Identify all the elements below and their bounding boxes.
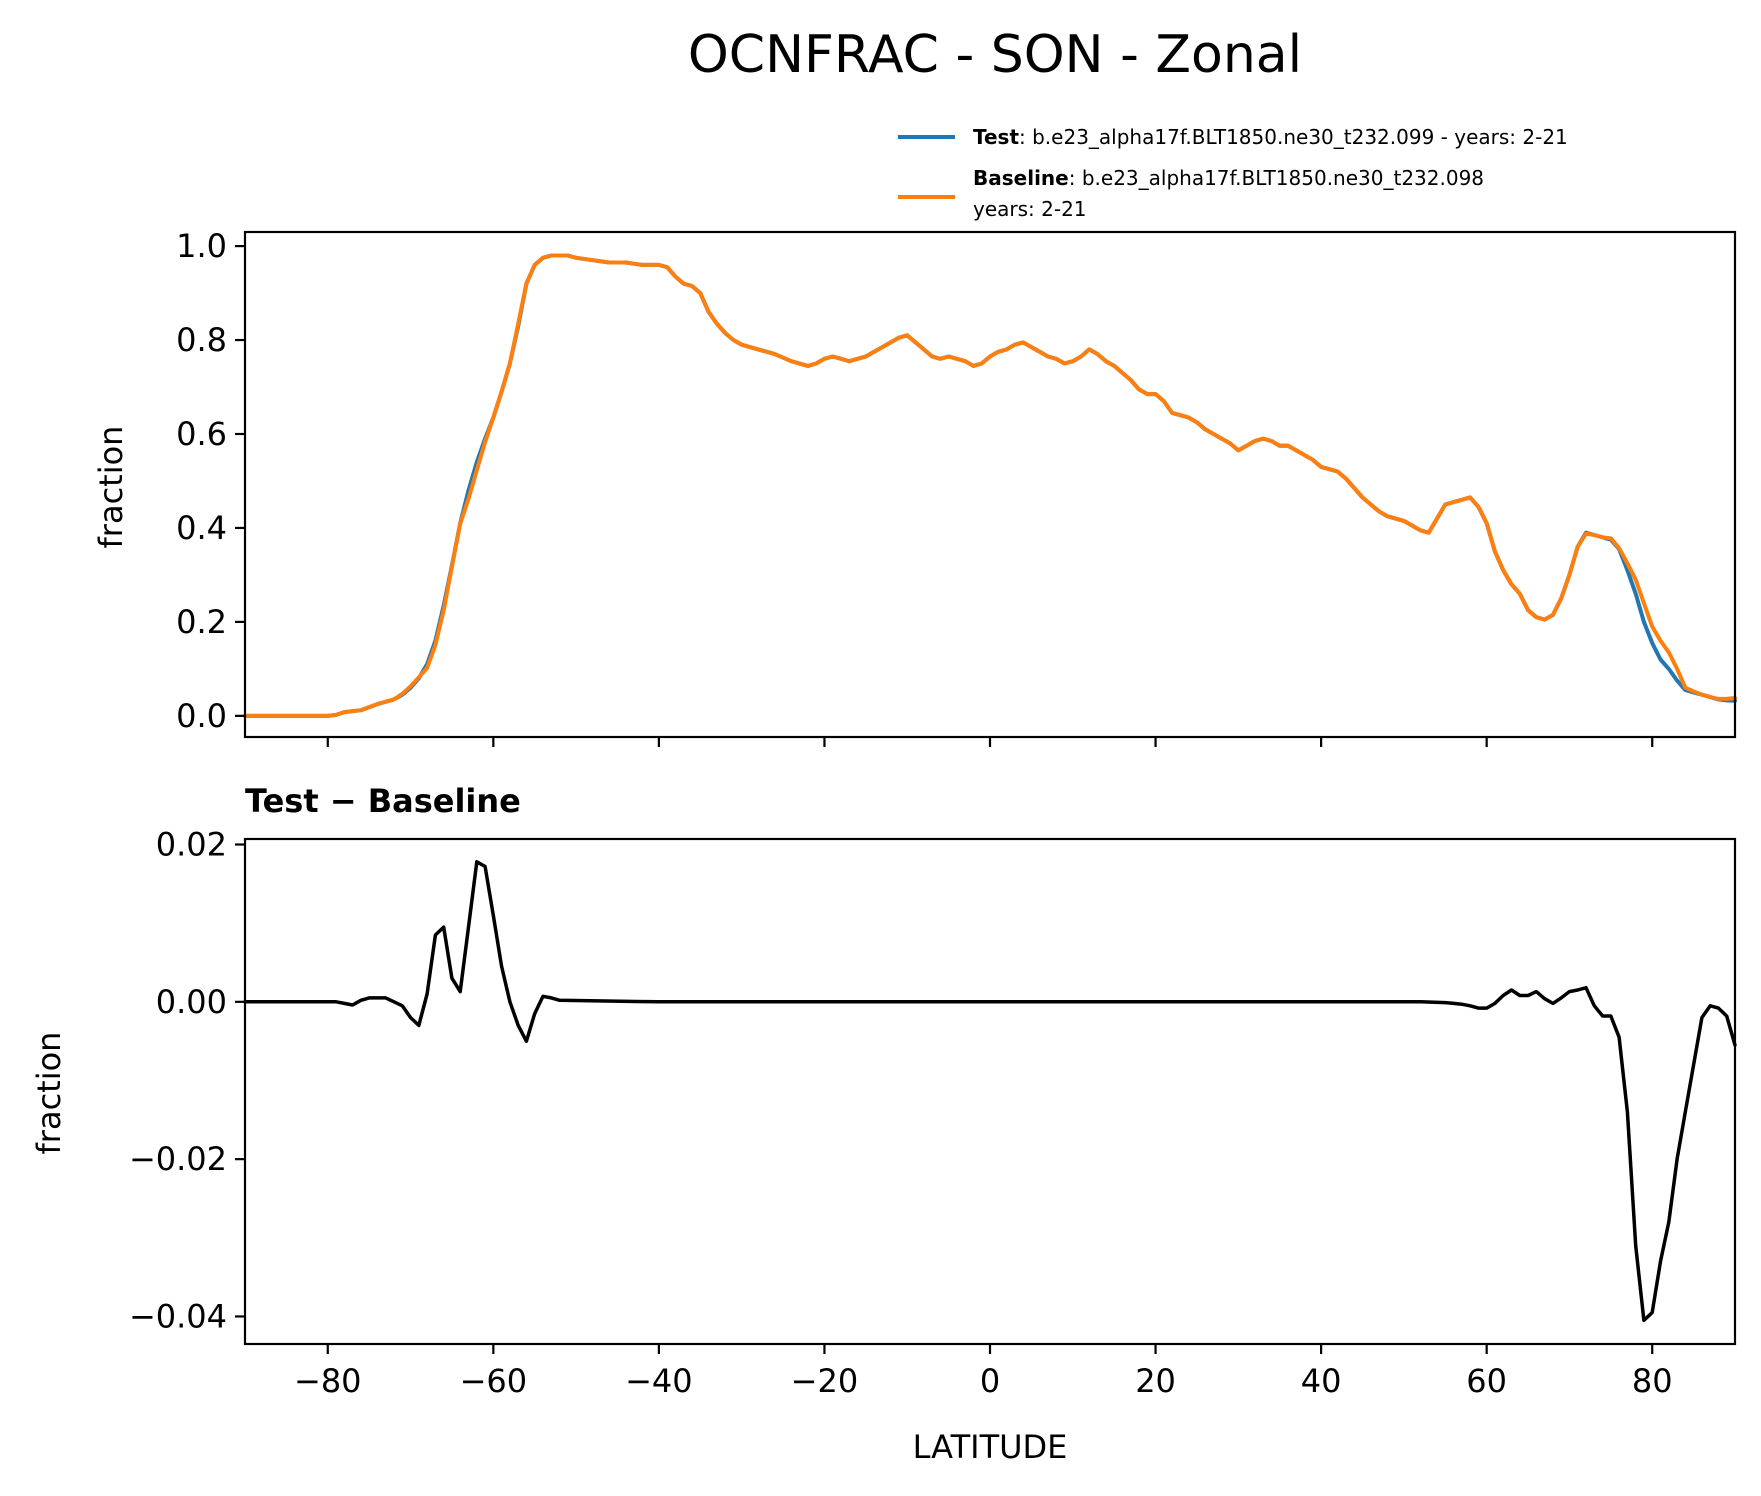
bottom-series-line-test-baseline	[243, 860, 1737, 1323]
legend-label-test: Test: b.e23_alpha17f.BLT1850.ne30_t232.0…	[973, 125, 1568, 149]
top-series-line-baseline	[243, 253, 1737, 718]
top-x-ticks	[326, 737, 1654, 747]
legend-test-text: : b.e23_alpha17f.BLT1850.ne30_t232.099 -…	[1019, 125, 1568, 149]
legend: Test: b.e23_alpha17f.BLT1850.ne30_t232.0…	[898, 125, 1568, 221]
bottom-panel: Test − Baseline −0.04 −0.02 0.00 0.02 −80 −6…	[30, 782, 1737, 1466]
bottom-x-tick-label: −20	[791, 1362, 859, 1400]
top-y-tick-label: 0.8	[176, 321, 227, 359]
bottom-x-tick-label: −80	[294, 1362, 362, 1400]
bottom-y-tick-label: 0.02	[156, 826, 227, 864]
bottom-x-tick-label: 0	[980, 1362, 1000, 1400]
bottom-x-tick-label: 60	[1466, 1362, 1507, 1400]
legend-label-baseline: Baseline: b.e23_alpha17f.BLT1850.ne30_t2…	[973, 166, 1484, 190]
bottom-y-ticks: −0.04 −0.02 0.00 0.02	[129, 826, 245, 1335]
bottom-x-tick-label: 80	[1632, 1362, 1673, 1400]
legend-baseline-years: years: 2-21	[973, 197, 1087, 221]
bottom-x-tick-label: −40	[625, 1362, 693, 1400]
bottom-x-tick-label: 40	[1301, 1362, 1342, 1400]
top-y-ticks: 0.0 0.2 0.4 0.6 0.8 1.0	[176, 227, 245, 735]
legend-baseline-text: : b.e23_alpha17f.BLT1850.ne30_t232.098	[1069, 166, 1484, 190]
legend-test-name: Test	[973, 125, 1019, 149]
top-y-axis-label: fraction	[92, 426, 130, 549]
chart-title: OCNFRAC - SON - Zonal	[688, 25, 1302, 85]
bottom-plot-marks	[243, 860, 1737, 1323]
top-y-tick-label: 0.6	[176, 415, 227, 453]
bottom-panel-title: Test − Baseline	[245, 782, 521, 820]
bottom-x-ticks: −80 −60 −40 −20 0 20 40 60 80	[294, 1344, 1673, 1400]
legend-baseline-name: Baseline	[973, 166, 1069, 190]
bottom-y-tick-label: −0.02	[129, 1140, 227, 1178]
top-y-tick-label: 0.4	[176, 509, 227, 547]
top-plot-marks	[243, 253, 1737, 718]
bottom-x-tick-label: −60	[460, 1362, 528, 1400]
top-y-tick-label: 0.0	[176, 697, 227, 735]
top-panel: 0.0 0.2 0.4 0.6 0.8 1.0 fraction	[92, 227, 1737, 747]
bottom-x-tick-label: 20	[1135, 1362, 1176, 1400]
bottom-y-tick-label: −0.04	[129, 1297, 227, 1335]
top-y-tick-label: 0.2	[176, 603, 227, 641]
bottom-y-axis-label: fraction	[30, 1032, 68, 1155]
x-axis-label: LATITUDE	[913, 1428, 1068, 1466]
bottom-y-tick-label: 0.00	[156, 983, 227, 1021]
top-y-tick-label: 1.0	[176, 227, 227, 265]
